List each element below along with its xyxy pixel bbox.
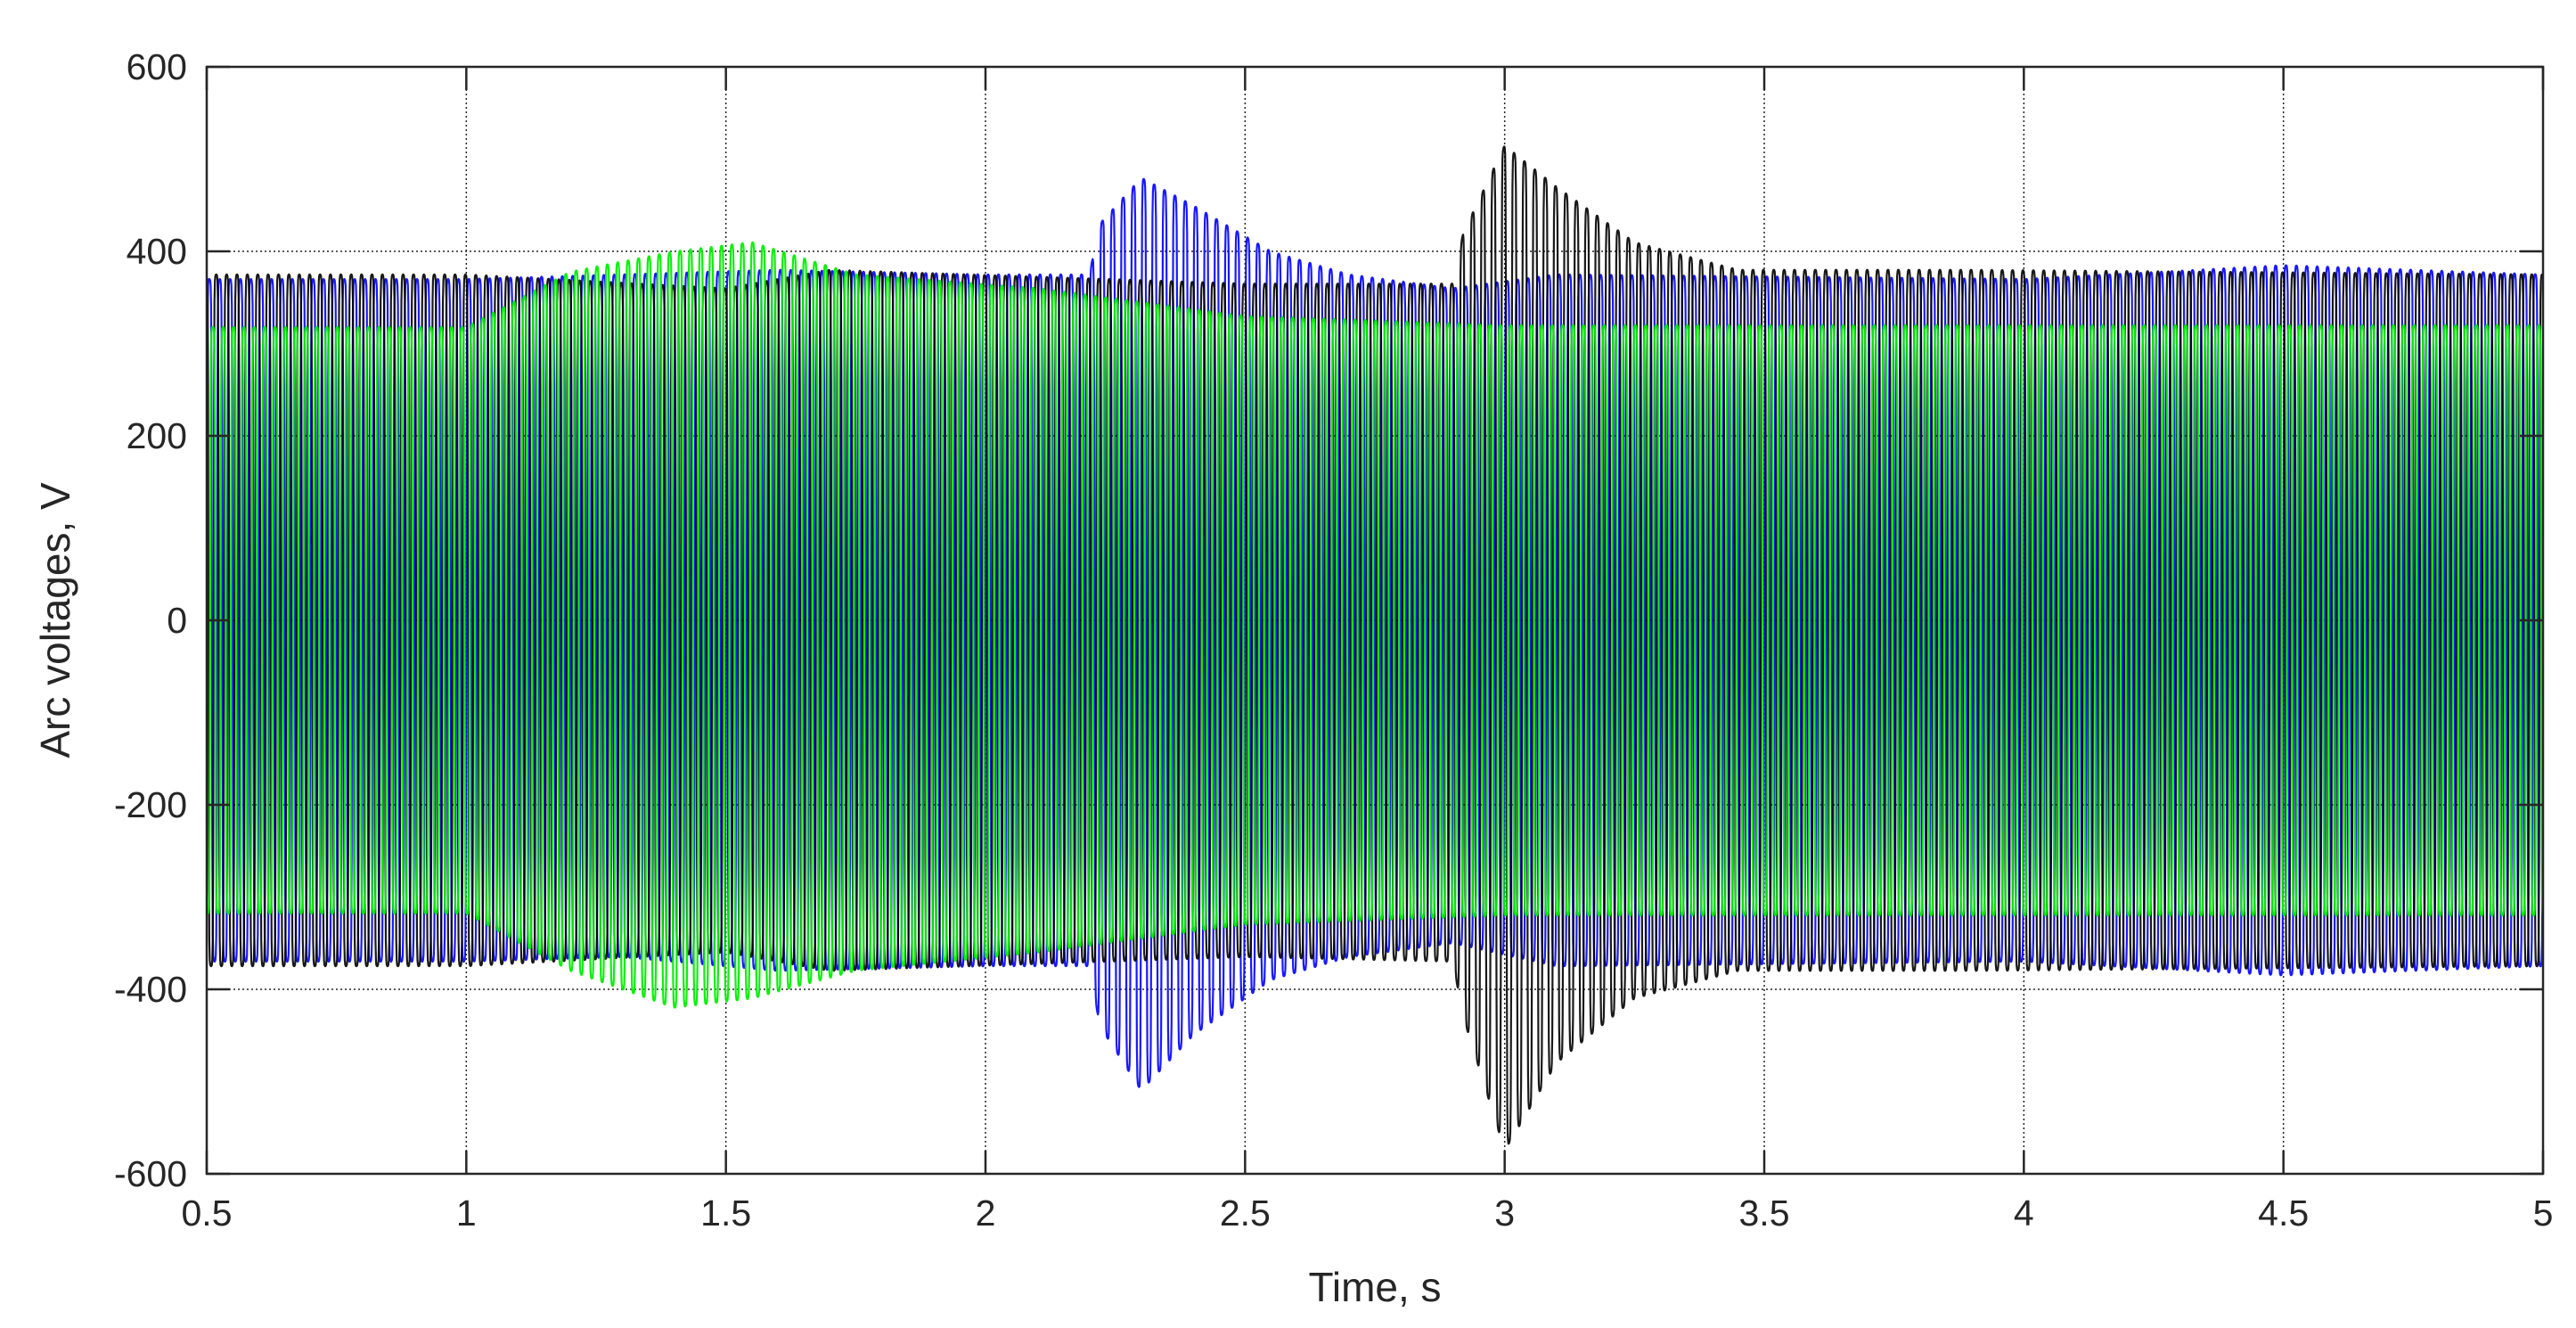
x-tick-labels: 0.5 1 1.5 2 2.5 3 3.5 4 4.5 5	[182, 1193, 2554, 1234]
series-line-1	[207, 177, 2543, 1088]
y-tick-label: 400	[127, 231, 187, 272]
x-tick-label: 5	[2533, 1193, 2554, 1234]
x-axis-title: Time, s	[1308, 1264, 1441, 1310]
x-tick-label: 0.5	[182, 1193, 233, 1234]
x-tick-label: 2	[976, 1193, 996, 1234]
y-tick-label: 0	[167, 600, 187, 641]
y-tick-labels: 600 400 200 0 -200 -400 -600	[114, 46, 187, 1194]
series-line-2	[207, 145, 2543, 1145]
y-tick-label: 200	[127, 415, 187, 456]
y-tick-label: -200	[114, 784, 187, 825]
x-tick-label: 4.5	[2258, 1193, 2309, 1234]
x-tick-label: 2.5	[1220, 1193, 1271, 1234]
y-tick-label: 600	[127, 46, 187, 87]
x-tick-label: 1	[456, 1193, 477, 1234]
axis-ticks	[205, 65, 2545, 1176]
series-layer	[207, 145, 2543, 1145]
series-line-3	[207, 241, 2543, 1009]
y-tick-label: -400	[114, 969, 187, 1010]
y-axis-title: Arc voltages, V	[32, 482, 78, 758]
x-tick-label: 3	[1494, 1193, 1515, 1234]
x-tick-label: 4	[2014, 1193, 2034, 1234]
y-tick-label: -600	[114, 1153, 187, 1194]
x-tick-label: 1.5	[700, 1193, 751, 1234]
x-tick-label: 3.5	[1739, 1193, 1790, 1234]
